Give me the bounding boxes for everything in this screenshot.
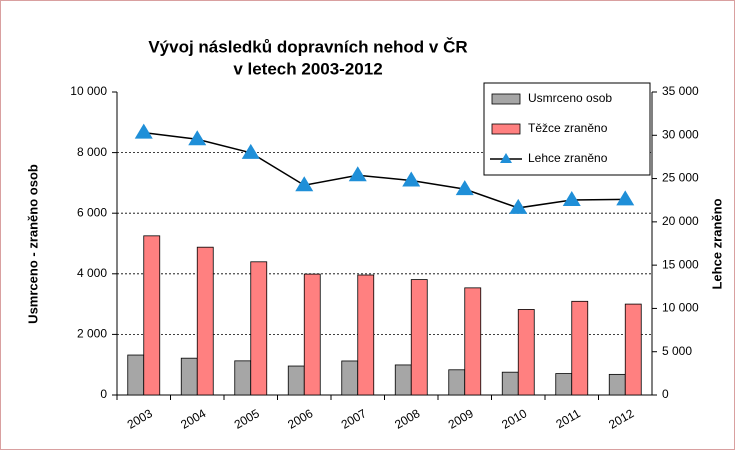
y-tick-label: 0 (100, 387, 107, 401)
bar (448, 369, 466, 396)
marker (348, 166, 367, 182)
line (143, 131, 626, 209)
marker (295, 176, 314, 192)
bar (410, 279, 428, 396)
bar (287, 365, 305, 396)
y2-tick-label: 10 000 (662, 301, 699, 315)
bar (394, 364, 412, 396)
bar (180, 357, 198, 396)
y-tick-label: 8 000 (77, 145, 107, 159)
legend-label: Usmrceno osob (528, 91, 612, 105)
y2-tick-label: 5 000 (662, 344, 692, 358)
bar (196, 246, 214, 396)
marker (509, 198, 528, 214)
y-tick-label: 2 000 (77, 327, 107, 341)
chart-subtitle: v letech 2003-2012 (233, 59, 382, 78)
bar (571, 300, 589, 396)
y-axis-title: Usmrceno - zraněno osob (25, 164, 40, 324)
legend-marker (500, 153, 512, 163)
y2-tick-label: 0 (662, 387, 669, 401)
y2-tick-label: 30 000 (662, 127, 699, 141)
bar (357, 274, 375, 396)
bar (250, 261, 268, 396)
marker (562, 191, 581, 207)
y-tick-label: 4 000 (77, 266, 107, 280)
marker (241, 143, 260, 159)
legend-label: Těžce zraněno (528, 121, 608, 135)
legend-label: Lehce zraněno (528, 151, 608, 165)
bar (608, 373, 626, 396)
bar (143, 235, 161, 396)
bar (517, 309, 535, 396)
y-tick-label: 6 000 (77, 205, 107, 219)
marker (616, 190, 635, 206)
bar (341, 360, 359, 396)
y2-tick-label: 20 000 (662, 214, 699, 228)
marker (402, 171, 421, 187)
bar (303, 273, 321, 396)
bar (464, 287, 482, 396)
bar (501, 371, 519, 396)
marker (134, 123, 153, 139)
legend-swatch (491, 123, 521, 135)
bar (127, 354, 145, 396)
marker (188, 130, 207, 146)
bar (624, 303, 642, 396)
y2-tick-label: 25 000 (662, 171, 699, 185)
y2-tick-label: 35 000 (662, 84, 699, 98)
y2-axis-title: Lehce zraněno (709, 198, 724, 289)
y-tick-label: 10 000 (70, 84, 107, 98)
bar (234, 360, 252, 396)
marker (455, 180, 474, 196)
y2-tick-label: 15 000 (662, 257, 699, 271)
chart-title: Vývoj následků dopravních nehod v ČR (148, 37, 467, 56)
legend-swatch (491, 93, 521, 105)
bar (555, 373, 573, 396)
